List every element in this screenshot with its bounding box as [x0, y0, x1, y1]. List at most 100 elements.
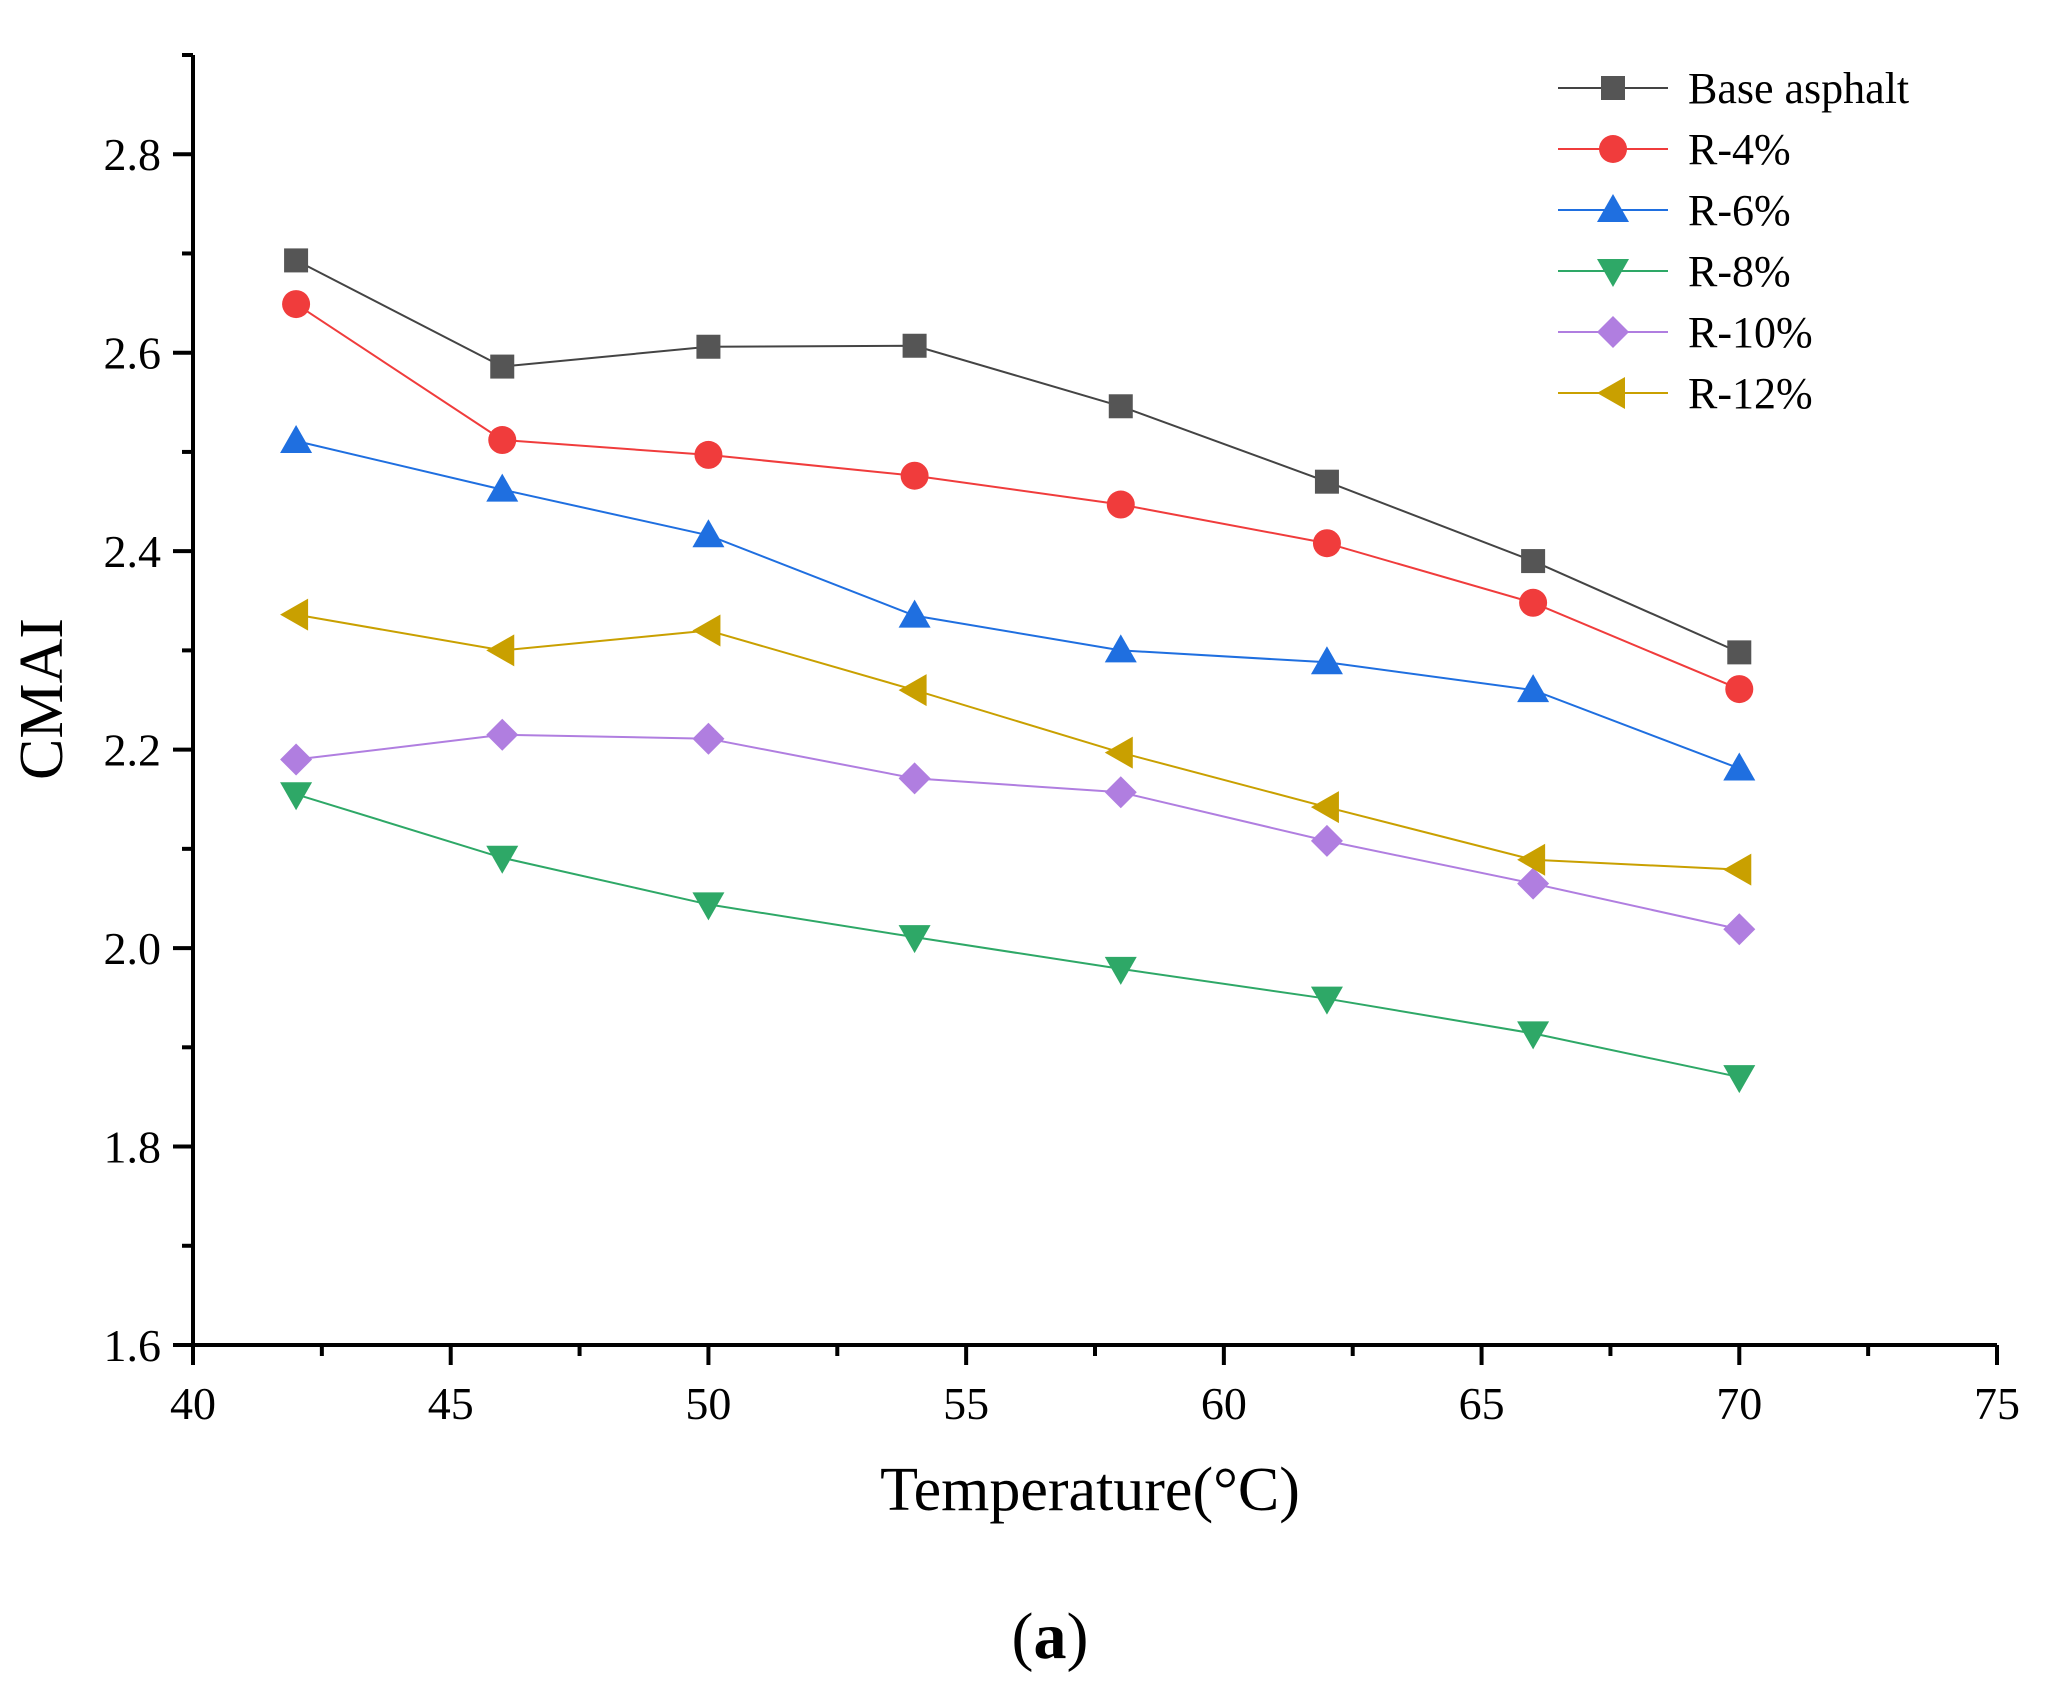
data-point	[1310, 646, 1343, 675]
data-point	[280, 782, 313, 811]
data-point	[1517, 1021, 1550, 1050]
y-axis-title: CMAI	[8, 618, 76, 780]
data-point	[490, 354, 515, 379]
x-tick-label: 75	[1974, 1378, 2020, 1429]
data-point	[898, 925, 931, 954]
data-point	[1106, 490, 1135, 519]
x-tick-label: 60	[1201, 1378, 1247, 1429]
legend-label: R-4%	[1688, 125, 1791, 174]
x-tick-label: 45	[428, 1378, 474, 1429]
series-r-6	[280, 425, 1756, 781]
data-point	[488, 426, 517, 455]
series-line	[295, 259, 1740, 654]
y-tick-label: 2.6	[104, 328, 162, 379]
series-layer	[280, 248, 1756, 1094]
series-base-asphalt	[284, 248, 1752, 665]
data-point	[280, 743, 313, 776]
panel-label-close: )	[1067, 1600, 1089, 1673]
data-point	[280, 425, 313, 454]
y-tick-label: 2.2	[104, 725, 162, 776]
series-line	[295, 613, 1740, 871]
legend-item: R-4%	[1558, 125, 1791, 174]
data-point	[696, 334, 721, 359]
data-point	[1521, 549, 1546, 574]
x-tick-label: 70	[1716, 1378, 1762, 1429]
data-point	[1314, 469, 1339, 494]
data-point	[1725, 675, 1754, 704]
legend-label: R-10%	[1688, 308, 1813, 357]
x-tick-label: 40	[170, 1378, 216, 1429]
data-point	[692, 519, 725, 548]
y-tick-label: 1.8	[104, 1122, 162, 1173]
series-r-8	[280, 782, 1756, 1094]
legend-label: R-12%	[1688, 369, 1813, 418]
series-r-10	[280, 718, 1756, 946]
data-point	[692, 892, 725, 921]
data-point	[1104, 776, 1137, 809]
legend-item: Base asphalt	[1558, 64, 1909, 113]
legend: Base asphalt R-4% R-6% R-8% R-10% R-12%	[1558, 64, 1909, 418]
data-point	[1517, 674, 1550, 703]
data-point	[486, 845, 519, 874]
data-point	[1310, 824, 1343, 857]
data-point	[486, 718, 519, 751]
data-point	[898, 762, 931, 795]
legend-item: R-8%	[1558, 247, 1791, 296]
data-point	[1723, 752, 1756, 781]
data-point	[900, 461, 929, 490]
legend-item: R-10%	[1558, 308, 1813, 357]
series-line	[295, 733, 1740, 931]
data-point	[1310, 986, 1343, 1015]
data-point	[694, 440, 723, 469]
legend-marker	[1597, 377, 1625, 409]
legend-marker	[1601, 76, 1625, 100]
data-point	[1517, 843, 1546, 876]
data-point	[1727, 640, 1752, 665]
data-point	[282, 290, 311, 319]
data-point	[692, 722, 725, 755]
data-point	[1723, 913, 1756, 946]
series-r-4	[282, 290, 1754, 704]
legend-marker	[1597, 316, 1629, 348]
data-point	[898, 674, 927, 707]
panel-label: (a)	[1012, 1600, 1089, 1673]
data-point	[1310, 791, 1339, 824]
data-point	[486, 473, 519, 502]
data-point	[1108, 394, 1133, 419]
data-point	[1723, 853, 1752, 886]
legend-label: Base asphalt	[1688, 64, 1909, 113]
legend-label: R-8%	[1688, 247, 1791, 296]
data-point	[284, 248, 309, 273]
y-tick-label: 2.4	[104, 526, 162, 577]
data-point	[1104, 634, 1137, 663]
axes: 40 45 50 55 60 65 70 75 1.6 1.8 2.0 2.2 2.4 2.6 2.8	[104, 53, 2020, 1429]
data-point	[898, 599, 931, 628]
legend-marker	[1599, 135, 1627, 163]
legend-marker	[1597, 194, 1629, 222]
data-point	[902, 333, 927, 358]
data-point	[280, 598, 309, 631]
series-line	[295, 303, 1740, 691]
legend-label: R-6%	[1688, 186, 1791, 235]
data-point	[486, 634, 515, 667]
x-tick-label: 50	[685, 1378, 731, 1429]
x-tick-label: 65	[1459, 1378, 1505, 1429]
panel-label-open: (	[1012, 1600, 1034, 1673]
data-point	[1104, 956, 1137, 985]
data-point	[1104, 736, 1133, 769]
series-line	[295, 440, 1740, 770]
legend-item: R-12%	[1558, 369, 1813, 418]
series-line	[295, 793, 1740, 1079]
panel-label-letter: a	[1034, 1600, 1067, 1673]
data-point	[1517, 867, 1550, 900]
data-point	[1312, 529, 1341, 558]
legend-item: R-6%	[1558, 186, 1791, 235]
data-point	[1519, 588, 1548, 617]
x-tick-label: 55	[943, 1378, 989, 1429]
data-point	[692, 614, 721, 647]
y-tick-label: 1.6	[104, 1320, 162, 1371]
data-point	[1723, 1065, 1756, 1094]
y-tick-label: 2.0	[104, 923, 162, 974]
x-axis-title: Temperature(°C)	[880, 1456, 1300, 1524]
